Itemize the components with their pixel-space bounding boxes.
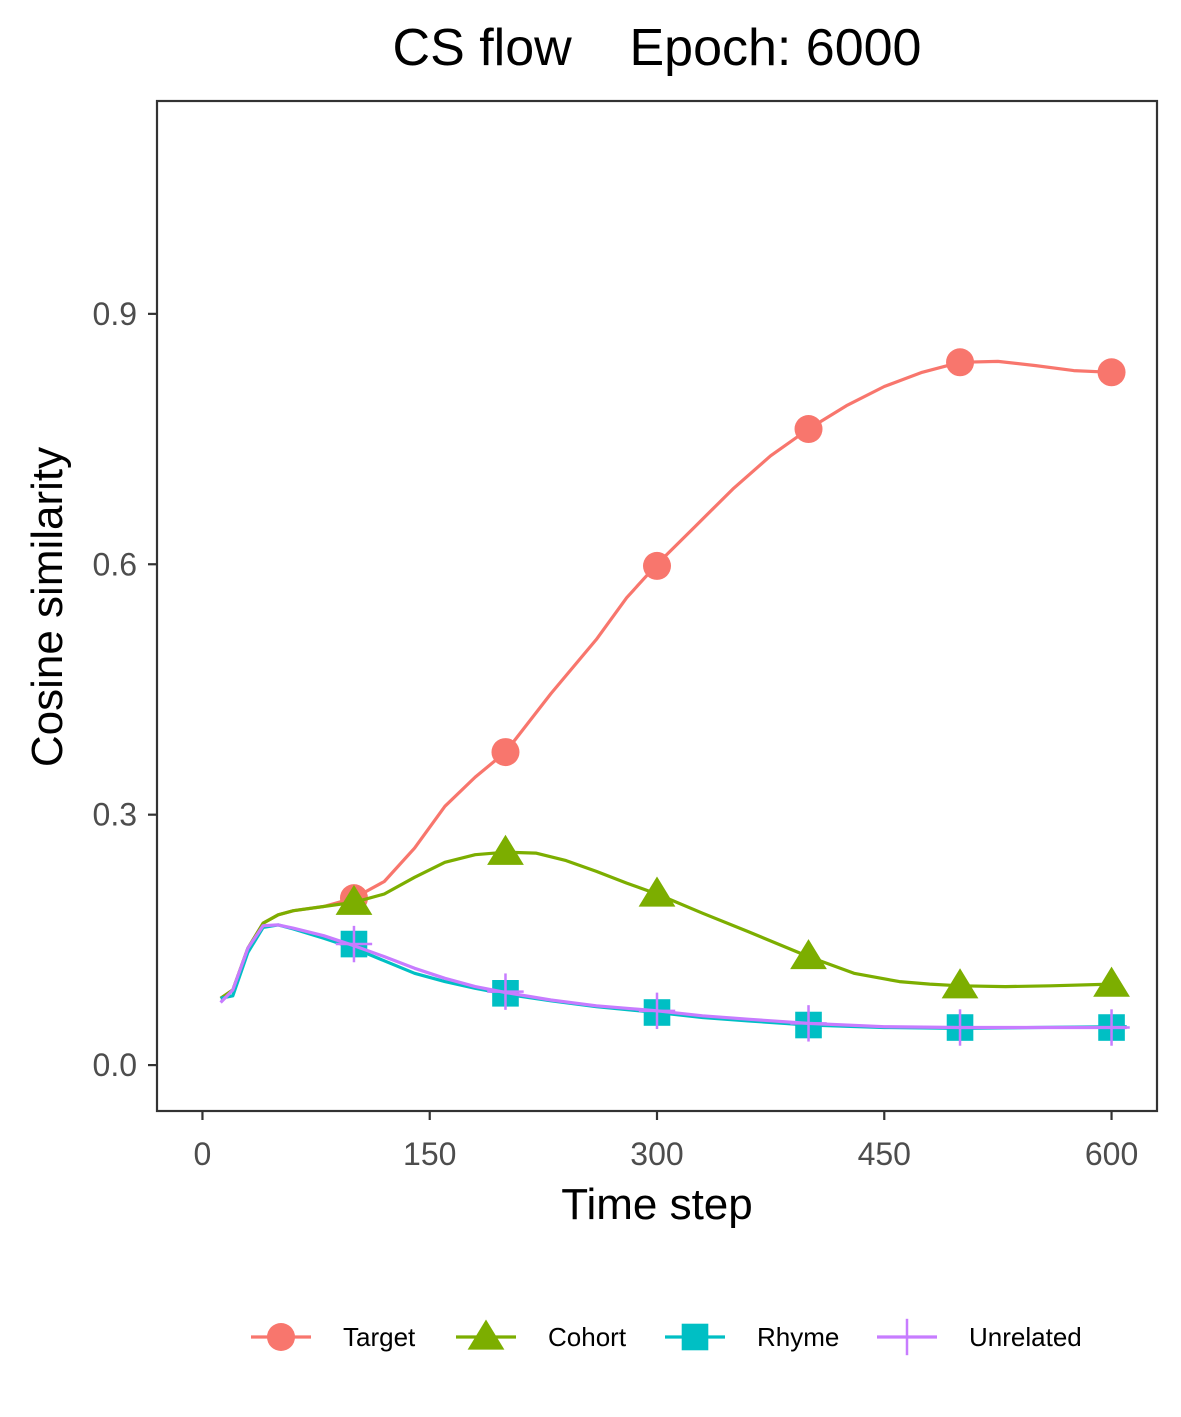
legend-item-unrelated: Unrelated — [877, 1318, 1082, 1356]
series-cohort — [219, 834, 1130, 1000]
plot-border — [155, 99, 1159, 1113]
series-line-unrelated — [219, 923, 1127, 1030]
data-point-target — [643, 551, 671, 580]
y-tick-label: 0.0 — [93, 1047, 137, 1083]
y-tick-label: 0.3 — [93, 797, 137, 833]
series-line-cohort — [219, 850, 1112, 1000]
series-rhyme — [220, 923, 1127, 1041]
legend-key-plus-icon — [888, 1318, 926, 1356]
x-tick-label: 300 — [630, 1136, 683, 1172]
data-point-unrelated — [1093, 1009, 1130, 1046]
plot-area — [155, 99, 1159, 1113]
data-point-unrelated — [335, 925, 373, 963]
series-layer — [219, 348, 1130, 1046]
x-tick-label: 150 — [403, 1136, 456, 1172]
legend-key-circle-icon — [267, 1323, 295, 1351]
legend: Target Cohort Rhyme Unrelated — [251, 1318, 1082, 1356]
legend-label-unrelated: Unrelated — [969, 1322, 1082, 1352]
data-point-unrelated — [487, 973, 524, 1010]
legend-item-target: Target — [251, 1322, 416, 1352]
data-point-cohort — [487, 834, 524, 865]
data-point-cohort — [941, 968, 979, 999]
x-tick-label: 0 — [194, 1136, 212, 1172]
legend-item-cohort: Cohort — [456, 1319, 627, 1352]
data-point-unrelated — [790, 1005, 827, 1042]
x-tick-label: 450 — [858, 1136, 911, 1172]
series-unrelated — [219, 923, 1130, 1046]
data-point-target — [794, 415, 823, 444]
data-point-cohort — [638, 876, 676, 907]
data-point-target — [491, 738, 520, 767]
y-axis-title: Cosine similarity — [23, 447, 72, 767]
legend-item-rhyme: Rhyme — [665, 1322, 839, 1352]
data-point-cohort — [335, 884, 373, 915]
legend-label-cohort: Cohort — [548, 1322, 627, 1352]
y-axis: 0.0 0.3 0.6 0.9 — [93, 296, 157, 1083]
data-point-unrelated — [638, 992, 676, 1030]
data-point-target — [1097, 358, 1126, 387]
legend-label-rhyme: Rhyme — [757, 1322, 839, 1352]
legend-label-target: Target — [343, 1322, 416, 1352]
x-axis-title: Time step — [561, 1180, 753, 1229]
y-tick-label: 0.9 — [93, 296, 137, 332]
legend-key-square-icon — [681, 1323, 709, 1351]
legend-key-triangle-icon — [467, 1319, 505, 1350]
data-point-unrelated — [941, 1009, 979, 1046]
x-axis: 0 150 300 450 600 — [194, 1111, 1138, 1172]
data-point-cohort — [790, 939, 827, 970]
data-point-target — [946, 348, 975, 377]
y-tick-label: 0.6 — [93, 546, 137, 582]
chart-title: CS flow Epoch: 6000 — [393, 19, 922, 77]
x-tick-label: 600 — [1085, 1136, 1138, 1172]
data-point-cohort — [1093, 966, 1130, 997]
